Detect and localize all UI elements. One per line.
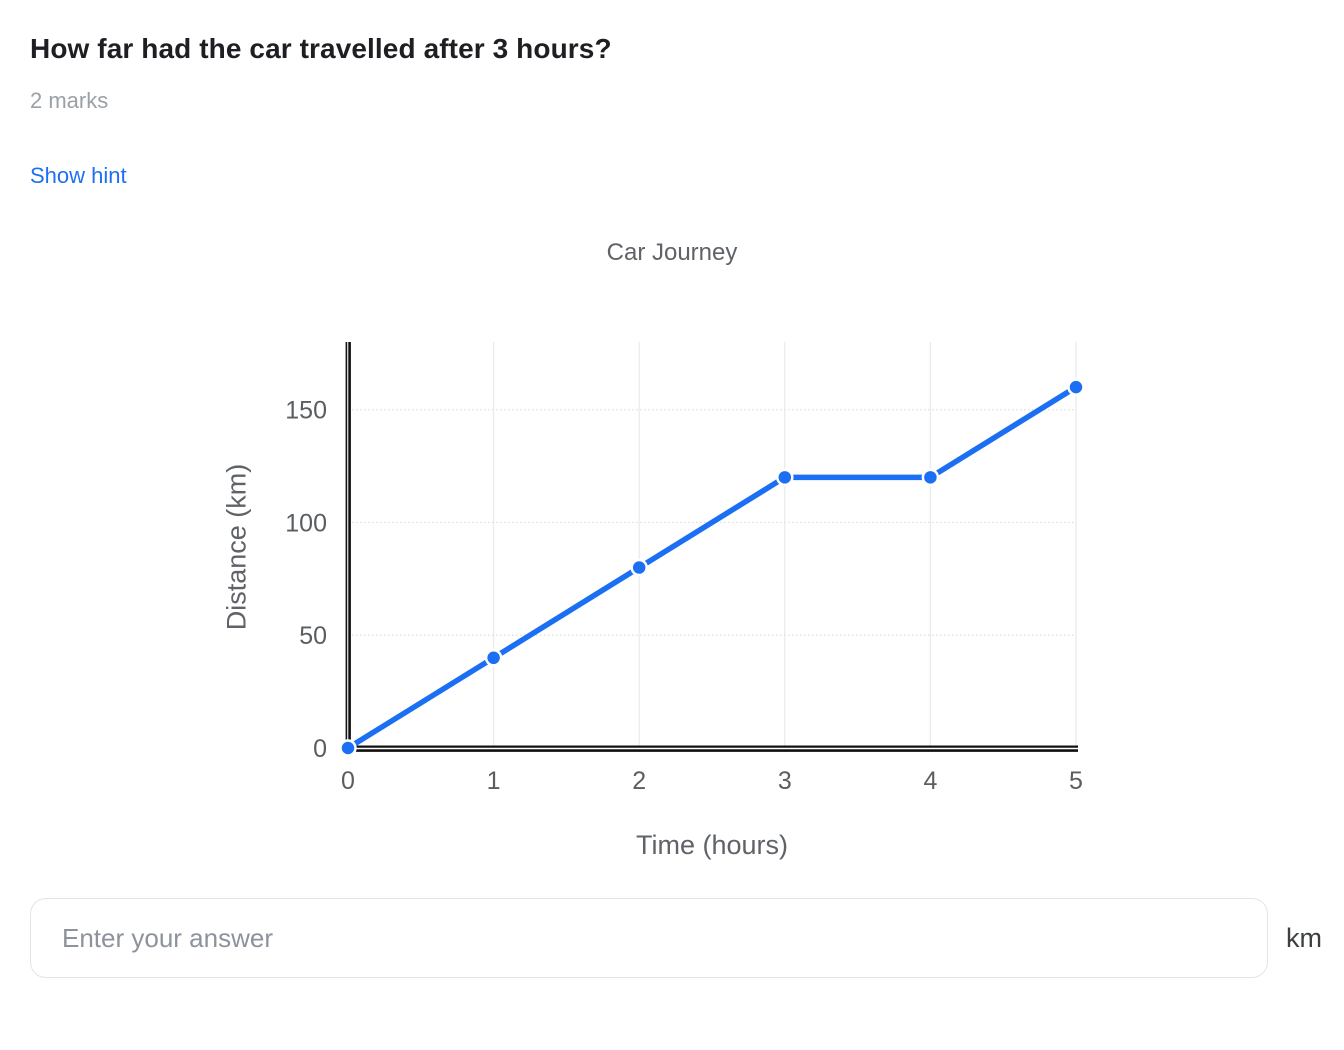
question-marks: 2 marks <box>30 88 109 113</box>
svg-text:3: 3 <box>778 767 792 795</box>
show-hint-link[interactable]: Show hint <box>30 163 127 188</box>
y-axis-title: Distance (km) <box>221 463 252 631</box>
svg-text:100: 100 <box>285 509 327 537</box>
data-point <box>921 468 940 487</box>
data-point <box>484 649 503 667</box>
svg-text:4: 4 <box>923 767 937 795</box>
svg-text:0: 0 <box>341 767 355 795</box>
data-point <box>776 468 794 487</box>
answer-input[interactable] <box>30 898 1268 978</box>
svg-text:5: 5 <box>1069 767 1083 795</box>
svg-text:0: 0 <box>313 735 327 763</box>
question-title: How far had the car travelled after 3 ho… <box>30 33 612 64</box>
x-axis-title: Time (hours) <box>635 830 789 860</box>
data-line <box>346 384 1078 751</box>
data-point <box>339 739 357 757</box>
chart-title: Car Journey <box>606 239 738 266</box>
svg-text:2: 2 <box>632 767 646 795</box>
svg-text:150: 150 <box>285 397 327 425</box>
data-point <box>1067 378 1085 396</box>
answer-unit-label: km <box>1286 922 1322 953</box>
svg-text:1: 1 <box>487 767 501 795</box>
answer-row: km <box>30 898 1322 978</box>
data-point <box>630 558 648 577</box>
svg-text:50: 50 <box>299 622 327 650</box>
